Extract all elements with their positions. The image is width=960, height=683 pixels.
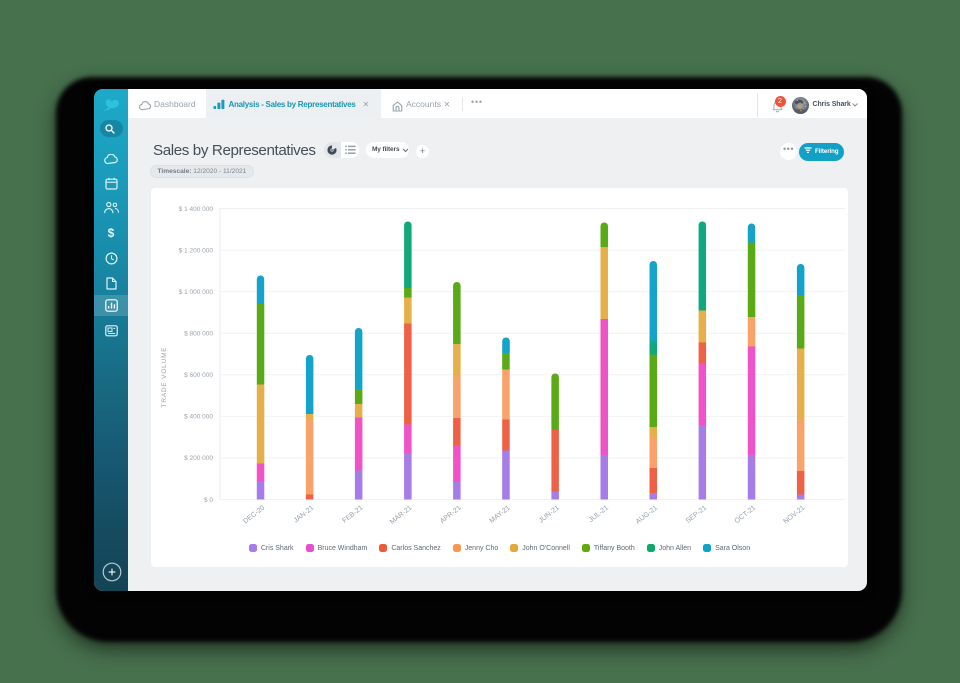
svg-text:FEB-21: FEB-21: [341, 504, 364, 524]
svg-text:DEC-20: DEC-20: [242, 505, 266, 526]
svg-text:SEP-21: SEP-21: [685, 504, 708, 524]
svg-text:MAR-21: MAR-21: [389, 505, 414, 526]
svg-text:JAN-21: JAN-21: [293, 504, 316, 524]
svg-text:JUN-21: JUN-21: [538, 504, 561, 524]
svg-text:$ 1 400 000: $ 1 400 000: [179, 206, 214, 213]
svg-text:$ 600 000: $ 600 000: [184, 372, 213, 379]
svg-text:$ 0: $ 0: [204, 497, 213, 504]
svg-text:OCT-21: OCT-21: [734, 504, 758, 525]
svg-text:NOV-21: NOV-21: [782, 504, 806, 525]
svg-text:$ 800 000: $ 800 000: [184, 331, 213, 338]
svg-text:JUL-21: JUL-21: [588, 505, 610, 524]
svg-text:$ 1 200 000: $ 1 200 000: [179, 247, 214, 254]
svg-text:$ 1 000 000: $ 1 000 000: [179, 289, 214, 296]
svg-text:AUG-21: AUG-21: [635, 505, 659, 526]
svg-text:APR-21: APR-21: [439, 504, 463, 525]
svg-text:$ 200 000: $ 200 000: [184, 455, 213, 462]
svg-text:MAY-21: MAY-21: [488, 504, 511, 524]
svg-text:$ 400 000: $ 400 000: [184, 414, 213, 421]
svg-text:TRADE VOLUME: TRADE VOLUME: [161, 347, 168, 408]
